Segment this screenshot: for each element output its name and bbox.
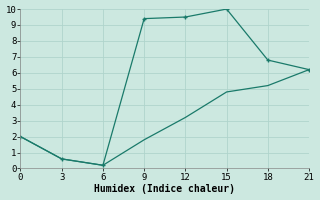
- X-axis label: Humidex (Indice chaleur): Humidex (Indice chaleur): [94, 184, 235, 194]
